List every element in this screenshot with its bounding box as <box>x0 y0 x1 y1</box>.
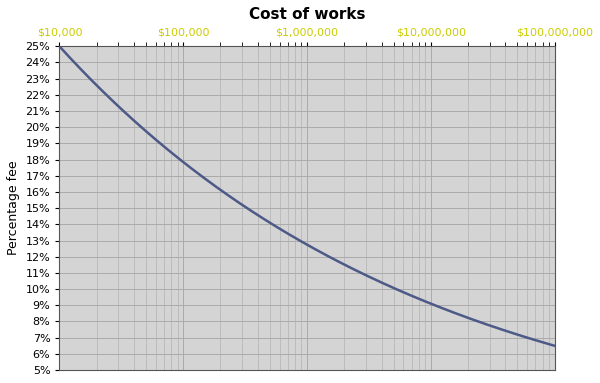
Y-axis label: Percentage fee: Percentage fee <box>7 161 20 255</box>
Title: Cost of works: Cost of works <box>249 7 365 22</box>
